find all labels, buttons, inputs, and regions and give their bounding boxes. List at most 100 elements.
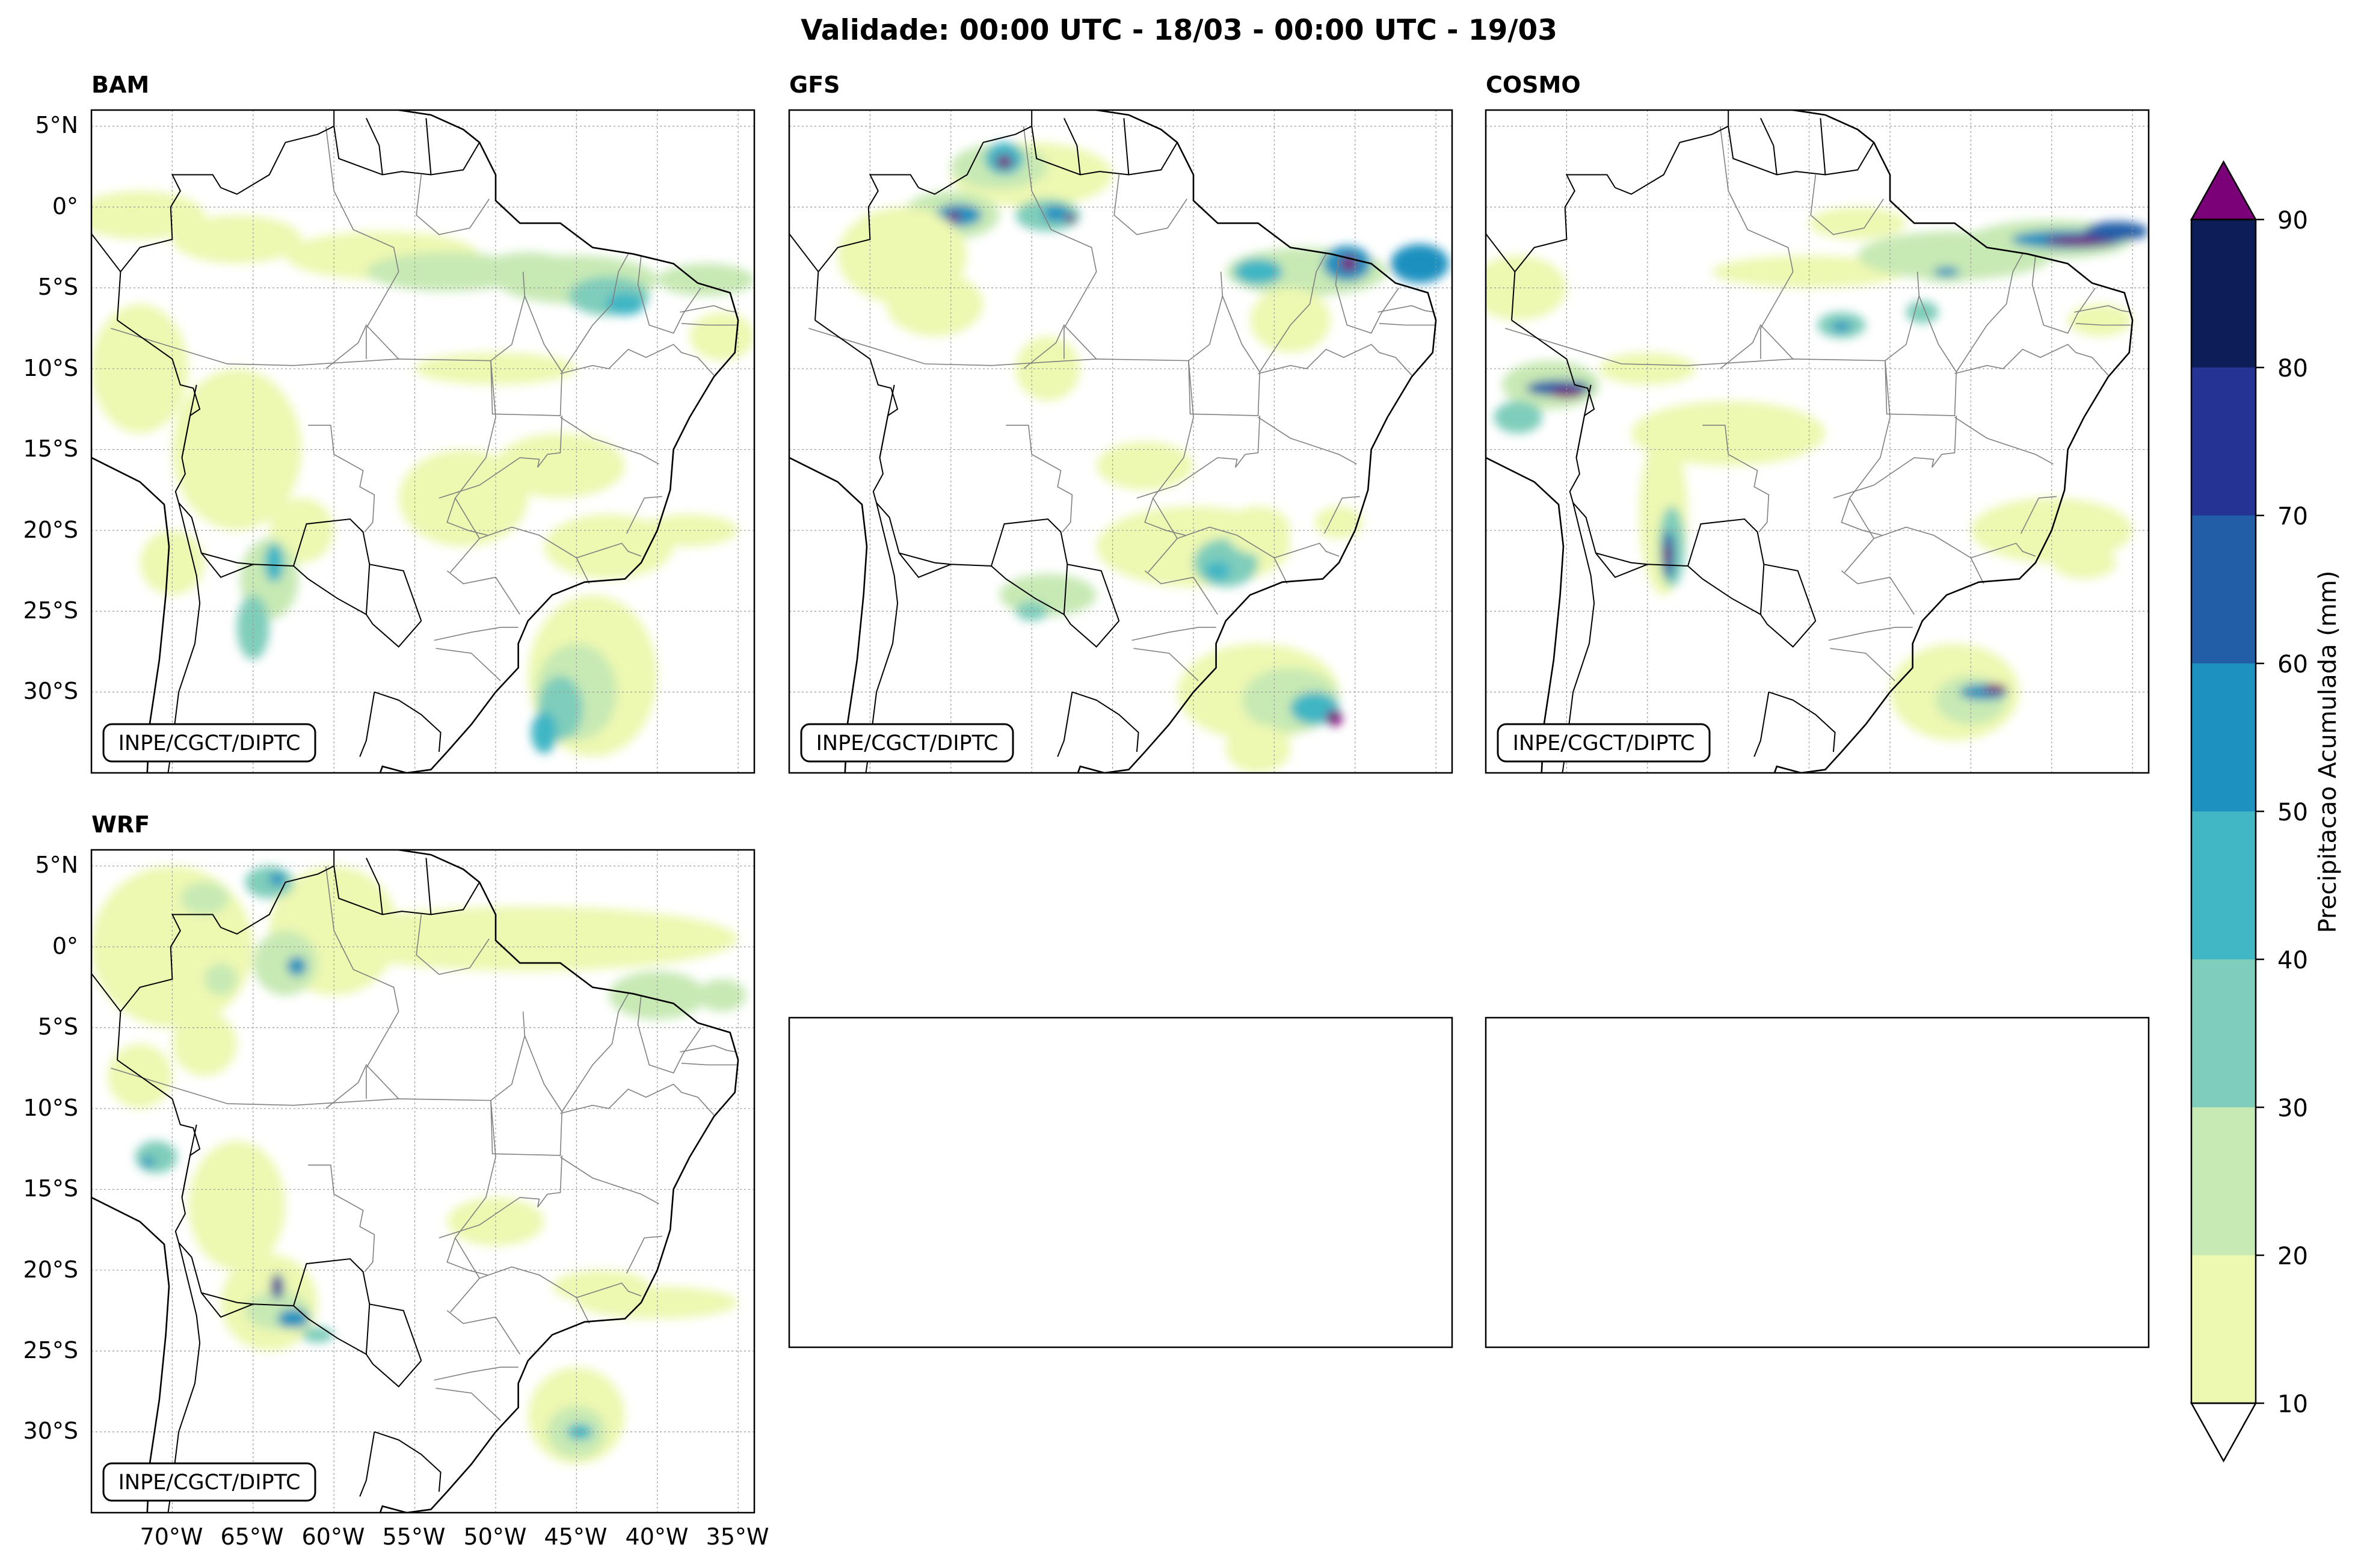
state-border [2074,305,2131,313]
precip-cell [1933,266,1960,277]
precip-cell [609,971,706,1020]
state-border [308,425,375,533]
state-border [439,415,562,499]
lat-tick-label: 20°S [23,1256,78,1283]
state-border [1133,648,1199,681]
credit-box: INPE/CGCT/DIPTC [1497,723,1711,763]
state-border [325,126,399,359]
precip-cell [1326,710,1343,726]
state-border [626,1235,662,1274]
state-border [1844,526,1984,584]
country-border [1031,126,1178,176]
precip-cell [2067,304,2133,337]
coastline [91,456,170,773]
state-border [1023,126,1097,359]
empty-panel-frame [1485,1016,2150,1348]
country-border [789,201,819,272]
panel-title-cosmo: COSMO [1486,72,1581,98]
map-frame [788,109,1453,774]
map-frame [90,849,756,1514]
precip-cell [1096,441,1193,490]
panel-title-bam: BAM [91,72,149,98]
colorbar-tick-label: 60 [2277,651,2308,678]
precip-cell [1494,401,1543,434]
country-border [1063,117,1081,175]
state-border [808,271,1261,416]
country-border [117,174,221,321]
state-border [1828,627,1913,641]
credit-text: INPE/CGCT/DIPTC [119,1471,301,1495]
panel-title-gfs: GFS [789,72,840,98]
country-border [1820,118,1826,175]
state-border [560,1083,715,1116]
precip-cell [253,930,318,995]
country-border [369,564,422,621]
country-border [201,552,253,565]
credit-text: INPE/CGCT/DIPTC [1513,731,1695,755]
figure-title: Validade: 00:00 UTC - 18/03 - 00:00 UTC … [801,14,1557,47]
state-border [325,865,399,1099]
country-border [333,126,480,176]
empty-panel-frame [788,1016,1453,1348]
colorbar-segment [2191,959,2256,1107]
lat-tick-label: 15°S [23,435,78,462]
state-border [1720,324,1794,369]
precip-cell [1043,205,1069,222]
state-border [1971,543,2036,559]
country-border [1687,518,1765,615]
colorbar-segment [2191,220,2256,367]
state-border [1702,425,1770,533]
country-border [91,201,122,272]
lon-tick-label: 35°W [706,1523,769,1550]
precip-cell [1906,301,1939,324]
precip-cell [657,263,754,297]
credit-box: INPE/CGCT/DIPTC [102,723,316,763]
precip-cell [1832,322,1852,332]
panel-bam-map [90,109,756,774]
precip-cell [287,956,307,976]
country-border [181,1124,197,1198]
state-border [1954,343,2109,376]
precip-cell [135,1140,177,1173]
colorbar-extend-min [2190,1402,2258,1463]
precip-cell [1250,287,1331,353]
state-border [111,271,563,416]
precip-cell [1225,724,1291,773]
state-border [434,627,519,641]
lat-tick-label: 0° [52,933,78,959]
coastline [1486,456,1565,773]
colorbar-extend-max [2190,160,2258,221]
state-border [576,1282,642,1299]
state-border [1153,497,1178,539]
country-border [1764,564,1817,621]
colorbar-segment [2191,1255,2256,1403]
coastline [379,110,739,773]
state-border [2031,255,2096,334]
precip-cell [1234,259,1282,285]
country-border [333,865,480,915]
state-border [1259,253,1327,372]
precip-cell [180,882,229,915]
lat-tick-label: 10°S [23,1095,78,1121]
panel-title-wrf: WRF [91,811,150,838]
state-border [1136,415,1260,499]
state-border [626,496,662,534]
state-border [1505,271,1957,416]
state-border [1323,496,1360,534]
precip-cell [269,872,286,886]
country-border [425,118,432,175]
country-border [1615,110,1729,195]
country-border [991,518,1068,615]
country-border [369,1303,422,1361]
colorbar-tick-label: 80 [2277,355,2308,383]
colorbar-segment [2191,811,2256,959]
coastline [379,850,739,1513]
country-border [1575,384,1592,458]
state-border [560,417,659,465]
precip-cell [318,906,739,971]
precip-cell [1809,207,1906,239]
state-border [446,1310,520,1355]
country-border [359,692,375,757]
state-border [1335,255,1399,334]
state-border [436,1388,501,1421]
